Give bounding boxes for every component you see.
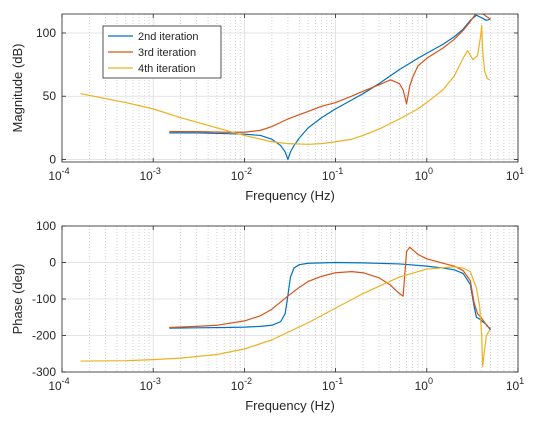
- x-tick-label: 10-3: [140, 166, 161, 183]
- series-line-4th: [80, 24, 491, 145]
- y-axis-label: Phase (deg): [10, 264, 25, 335]
- x-tick-label: 101: [506, 166, 524, 183]
- axes-box: [61, 13, 519, 163]
- y-tick-label: 50: [43, 89, 57, 103]
- series-lines: [80, 246, 492, 368]
- y-tick-label: 0: [49, 256, 56, 270]
- phase-plot: 10-4 10-3 10-2 10-1 100 101 100 0 -100 -200 -300 Fr…: [10, 219, 524, 413]
- x-tick-label: 10-2: [231, 376, 252, 393]
- legend-label: 4th iteration: [138, 63, 195, 75]
- series-line-4th: [80, 266, 491, 368]
- x-tick-label: 10-1: [322, 376, 343, 393]
- x-axis-label: Frequency (Hz): [245, 188, 335, 203]
- y-axis-label: Magnitude (dB): [10, 44, 25, 133]
- x-tick-label: 10-3: [140, 376, 161, 393]
- x-tick-label: 101: [506, 376, 524, 393]
- x-tick-label: 100: [415, 376, 433, 393]
- x-tick-label: 10-4: [48, 376, 69, 393]
- series-line-3th: [169, 246, 491, 329]
- series-line-2th: [169, 14, 491, 161]
- y-tick-label: -100: [32, 292, 56, 306]
- x-tick-label: 10-2: [231, 166, 252, 183]
- x-axis-label: Frequency (Hz): [245, 398, 335, 413]
- series-line-3th: [169, 14, 491, 133]
- x-tick-label: 10-1: [322, 166, 343, 183]
- y-tick-label: -300: [32, 365, 56, 379]
- magnitude-plot: 10-4 10-3 10-2 10-1 100 101 0 50 100 Frequency (H…: [10, 13, 524, 203]
- y-tick-label: -200: [32, 329, 56, 343]
- series-line-2th: [169, 261, 492, 331]
- y-tick-label: 0: [49, 152, 56, 166]
- legend-label: 2nd iteration: [138, 31, 199, 43]
- legend: 2nd iteration 3rd iteration 4th iteration: [102, 25, 222, 79]
- series-lines: [80, 14, 491, 161]
- x-tick-label: 10-4: [48, 166, 69, 183]
- legend-label: 3rd iteration: [138, 47, 196, 59]
- y-tick-label: 100: [36, 219, 56, 233]
- x-tick-label: 100: [415, 166, 433, 183]
- y-tick-label: 100: [36, 26, 56, 40]
